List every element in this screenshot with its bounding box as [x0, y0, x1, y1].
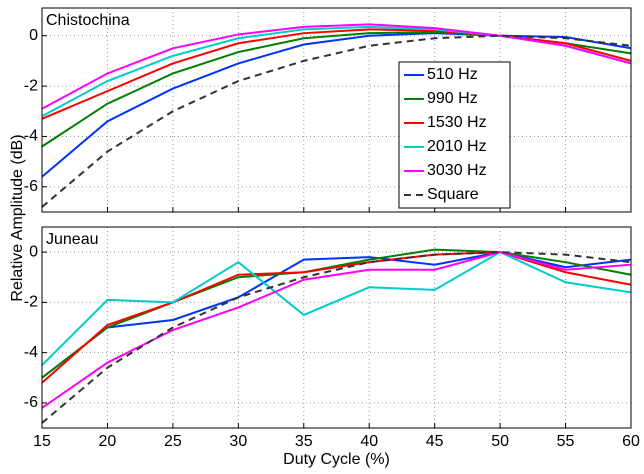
- legend-label: 3030 Hz: [427, 162, 487, 179]
- series-line: [41, 23, 632, 110]
- legend-label: 1530 Hz: [427, 114, 487, 131]
- series-line: [41, 30, 632, 148]
- y-tick-label: 0: [29, 27, 38, 44]
- y-tick-label: -4: [24, 128, 38, 145]
- x-tick-label: 25: [164, 433, 182, 450]
- y-tick-label: -4: [24, 344, 38, 361]
- panel-label: Juneau: [46, 231, 99, 248]
- x-tick-label: 20: [99, 433, 117, 450]
- legend-label: 990 Hz: [427, 90, 478, 107]
- x-tick-label: 35: [295, 433, 313, 450]
- x-tick-label: 15: [33, 433, 51, 450]
- plot-frame: [41, 7, 632, 213]
- legend-label: 510 Hz: [427, 66, 478, 83]
- x-tick-label: 60: [622, 433, 640, 450]
- y-tick-label: -6: [24, 178, 38, 195]
- legend-label: 2010 Hz: [427, 138, 487, 155]
- x-tick-label: 30: [229, 433, 247, 450]
- series-line: [41, 251, 632, 384]
- series-line: [41, 32, 632, 178]
- y-tick-label: -6: [24, 394, 38, 411]
- series-line: [41, 34, 632, 208]
- y-tick-label: 0: [29, 243, 38, 260]
- series-line: [41, 251, 632, 424]
- x-tick-label: 50: [491, 433, 509, 450]
- x-tick-label: 55: [557, 433, 575, 450]
- series-line: [41, 251, 632, 409]
- y-tick-label: -2: [24, 294, 38, 311]
- x-tick-label: 45: [426, 433, 444, 450]
- series-line: [41, 248, 632, 379]
- x-axis-label: Duty Cycle (%): [283, 451, 390, 468]
- series-line: [41, 28, 632, 120]
- panel-label: Chistochina: [46, 12, 130, 29]
- y-tick-label: -2: [24, 77, 38, 94]
- series-line: [41, 251, 632, 379]
- x-tick-label: 40: [360, 433, 378, 450]
- y-axis-label: Relative Amplitude (dB): [9, 134, 26, 301]
- plot-frame: [41, 226, 632, 429]
- series-line: [41, 251, 632, 366]
- legend-label: Square: [427, 186, 479, 203]
- legend-box: [398, 61, 511, 209]
